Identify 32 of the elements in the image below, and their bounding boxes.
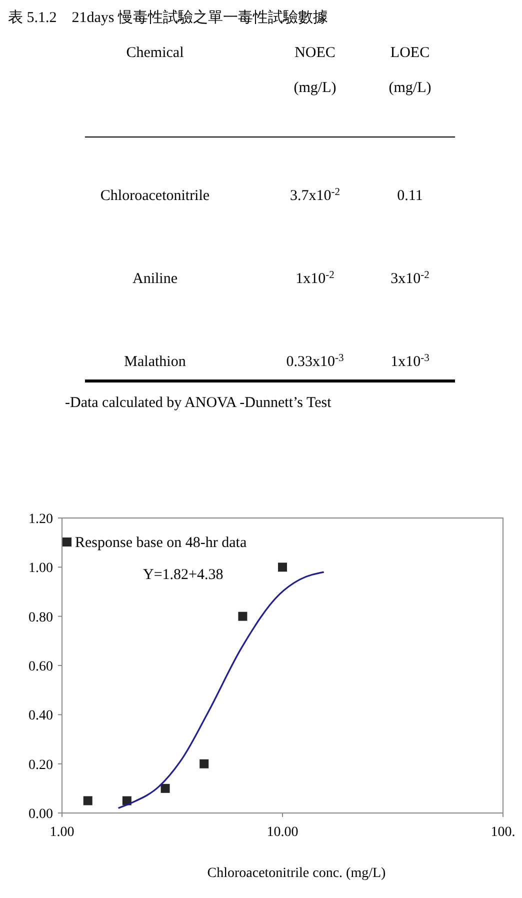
text: 0.33x10$^{-3}$ — [286, 352, 344, 370]
category-label: Aniline — [132, 271, 178, 287]
y-tick-label: 0.80 — [28, 610, 53, 626]
y-tick-label: 1.00 — [28, 561, 53, 576]
annotation: Y=1.82+4.38 — [143, 567, 224, 583]
text: 1x10$^{-3}$ — [390, 352, 430, 370]
point — [278, 562, 287, 572]
y-tick-label: 1.20 — [28, 512, 53, 527]
category-label: Chemical — [126, 45, 184, 61]
point — [238, 612, 248, 621]
category-label: Malathion — [124, 354, 186, 370]
text: 3.7x10$^{-2}$ — [290, 186, 340, 204]
y-tick-label: 0.40 — [28, 708, 53, 724]
x-tick-label: 10.00 — [266, 825, 298, 840]
category-label: Chloroacetonitrile — [100, 188, 210, 204]
y-tick-label: 0.60 — [28, 660, 53, 674]
legend-label: Response base on 48-hr data — [75, 535, 247, 551]
point — [200, 759, 209, 768]
x-tick-label: 100. — [490, 825, 516, 840]
text: 3x10$^{-2}$ — [390, 270, 430, 287]
point — [83, 796, 92, 806]
x-axis-title: Chloroacetonitrile conc. (mg/L) — [207, 866, 386, 881]
y-tick-label: 0.00 — [28, 807, 53, 822]
category-label: LOEC (mg/L) — [388, 45, 432, 96]
y-tick-label: 0.20 — [28, 758, 53, 773]
x-tick-label: 1.00 — [50, 825, 74, 840]
point — [160, 784, 170, 793]
text: -Data calculated by ANOVA -Dunnett’s Test — [65, 395, 332, 411]
text: 0.11 — [397, 188, 423, 204]
text: 表 5.1.2 21days 慢毒性試驗之單一毒性試驗數據 — [8, 9, 328, 26]
text: 1x10$^{-2}$ — [296, 270, 334, 287]
category-label: NOEC (mg/L) — [294, 45, 336, 96]
